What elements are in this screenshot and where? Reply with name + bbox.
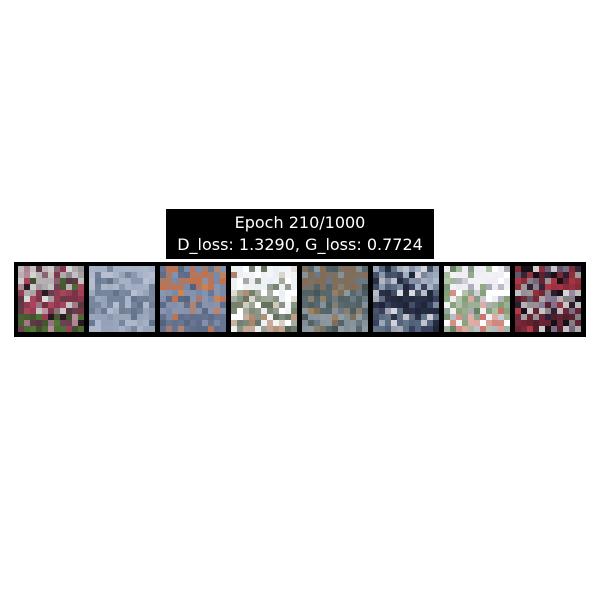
generated-sample-1: [18, 266, 84, 332]
generated-sample-4: [231, 266, 297, 332]
epoch-label: Epoch 210/1000: [234, 213, 366, 232]
generated-sample-6: [373, 266, 439, 332]
figure-title: Epoch 210/1000 D_loss: 1.3290, G_loss: 0…: [166, 209, 434, 259]
generated-sample-5: [302, 266, 368, 332]
generated-sample-3: [160, 266, 226, 332]
generated-sample-7: [444, 266, 510, 332]
generated-sample-8: [515, 266, 581, 332]
loss-label: D_loss: 1.3290, G_loss: 0.7724: [177, 235, 423, 254]
generated-sample-2: [89, 266, 155, 332]
generated-samples-strip: [14, 262, 586, 337]
